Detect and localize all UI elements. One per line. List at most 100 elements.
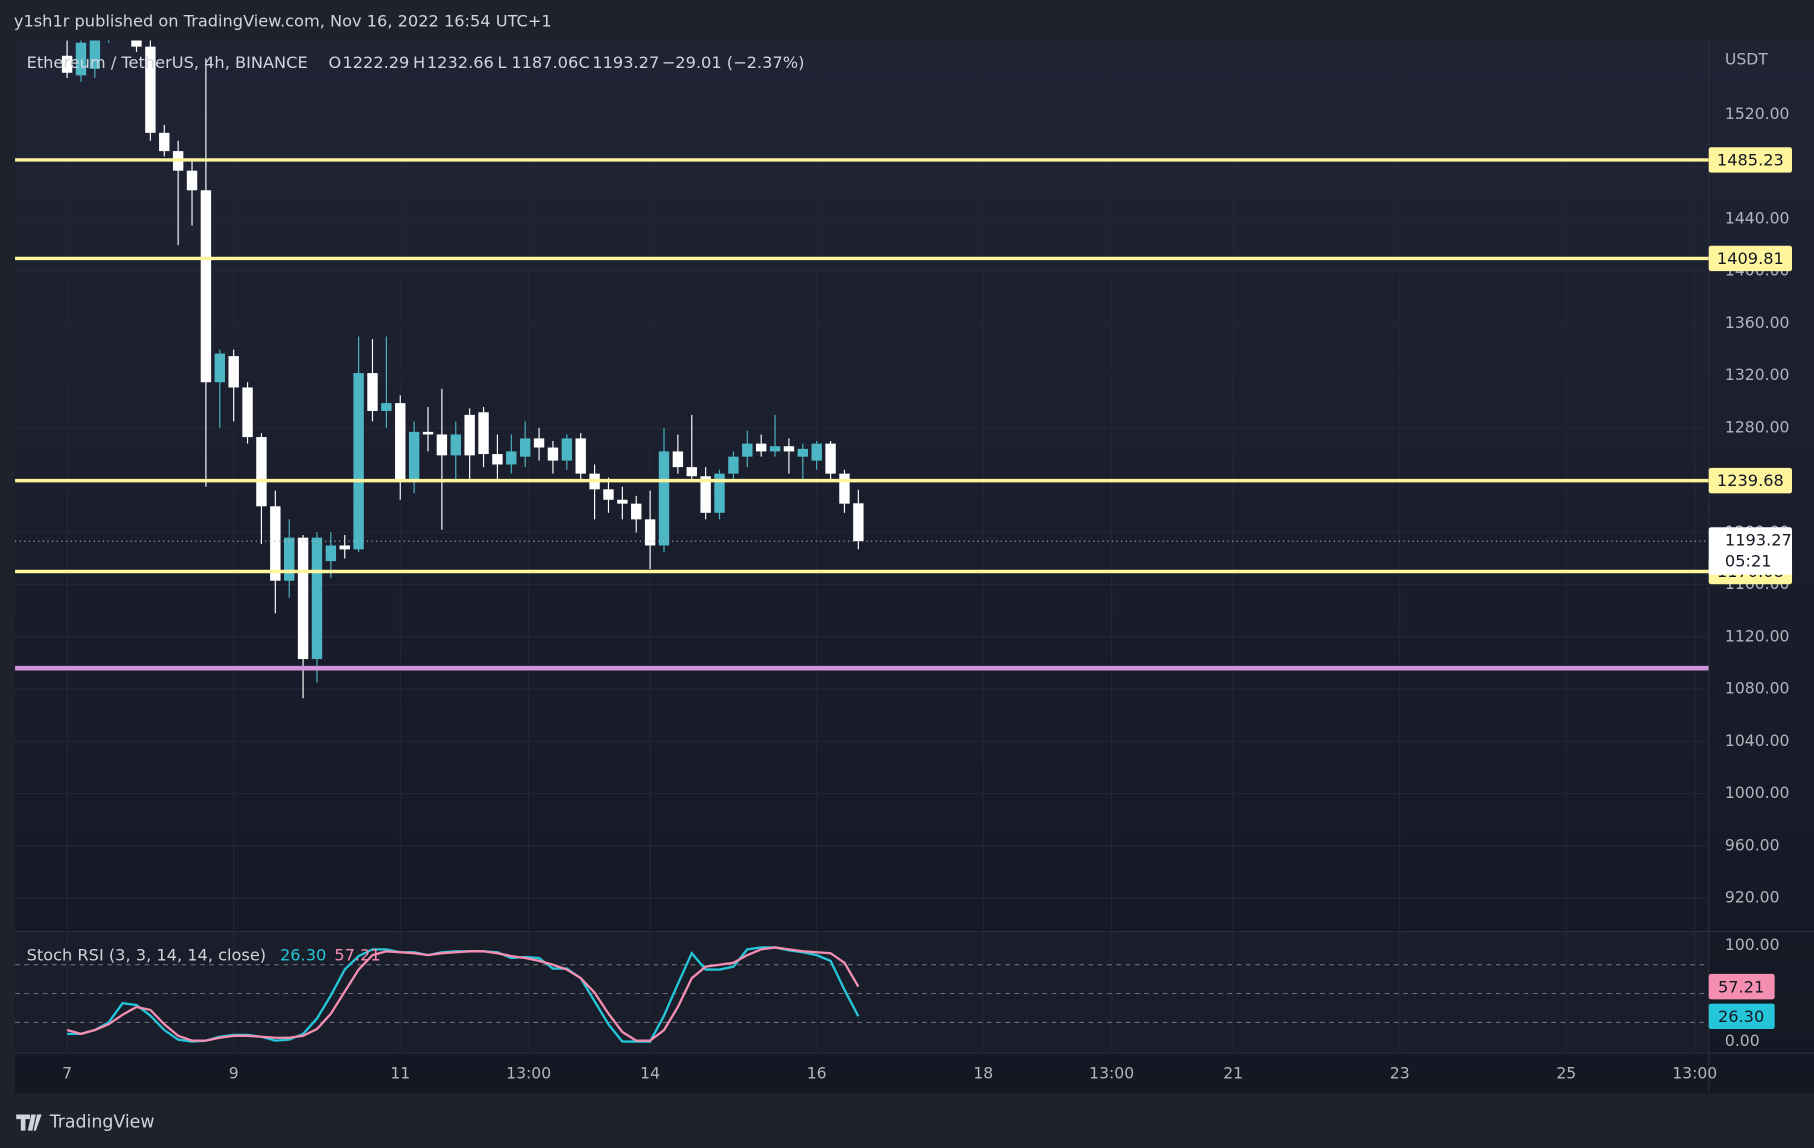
y-unit: USDT: [1725, 51, 1768, 69]
x-tick-label: 14: [640, 1064, 660, 1082]
candle-body: [353, 373, 364, 550]
candle-body: [228, 356, 239, 388]
y-tick-label: 1000.00: [1725, 784, 1790, 802]
x-tick-label: 13:00: [1672, 1064, 1717, 1082]
level-label-box: [1708, 147, 1793, 173]
candle-body: [242, 387, 253, 438]
y-tick-label: 1040.00: [1725, 732, 1790, 750]
ohlc-letter: H: [413, 53, 425, 72]
level-label: 1485.23: [1717, 151, 1784, 170]
countdown: 05:21: [1725, 552, 1772, 571]
candle-body: [89, 40, 101, 69]
candle-body: [825, 443, 836, 474]
candle-body: [533, 438, 545, 448]
x-tick-label: 13:00: [1089, 1064, 1134, 1082]
level-label-box: [1708, 467, 1793, 494]
x-tick-label: 13:00: [506, 1064, 551, 1082]
publisher: y1sh1r published on TradingView.com, Nov…: [14, 11, 552, 30]
y-tick-label: 960.00: [1725, 836, 1780, 854]
candle-body: [408, 431, 420, 481]
candle-body: [478, 412, 489, 455]
indicator-title: Stoch RSI (3, 3, 14, 14, close): [27, 945, 267, 964]
candle-body: [339, 545, 350, 550]
level-label: 1239.68: [1717, 471, 1784, 490]
price-label-box: [1708, 527, 1793, 575]
candle-body: [311, 537, 323, 660]
candle-body: [325, 545, 337, 562]
y-tick-label: 1120.00: [1725, 627, 1790, 645]
y-tick-label: 1360.00: [1725, 314, 1790, 332]
level-label-box: [1708, 245, 1793, 272]
y-tick-label: 1320.00: [1725, 366, 1790, 384]
candle-body: [436, 434, 448, 456]
indicator-line: [66, 946, 860, 1042]
indicator-background: [15, 931, 1709, 1054]
ohlc-value: 1187.06: [511, 53, 578, 72]
candle-body: [686, 467, 697, 477]
candle-body: [214, 353, 225, 383]
indicator-label-box: [1708, 973, 1775, 1000]
ohlc-value: 1193.27: [592, 53, 659, 72]
x-tick-label: 18: [973, 1064, 993, 1082]
candle-body: [186, 170, 198, 191]
candle-body: [561, 438, 573, 461]
candle-body: [631, 503, 642, 520]
candle-body: [367, 373, 378, 411]
candle-body: [422, 431, 434, 435]
indicator-value: 57.21: [334, 945, 380, 964]
candle-body: [519, 438, 531, 457]
candle-body: [159, 132, 170, 152]
candle-body: [492, 454, 503, 465]
candle-body: [270, 506, 281, 581]
x-tick-label: 11: [390, 1064, 410, 1082]
indicator-label: 57.21: [1718, 977, 1764, 996]
candle-body: [839, 473, 850, 504]
indicator-label-box: [1708, 1003, 1775, 1030]
y-tick-label: 1080.00: [1725, 680, 1790, 698]
ohlc-letter: O: [329, 53, 342, 72]
candle-body: [644, 519, 656, 546]
candle-body: [755, 443, 767, 452]
candle-body: [395, 403, 406, 481]
level-label: 1409.81: [1717, 249, 1784, 268]
candle-body: [464, 414, 475, 456]
logo: [16, 1114, 42, 1131]
indicator-tick-label: 0.00: [1725, 1032, 1760, 1050]
candle-body: [547, 447, 559, 461]
indicator-tick-label: 100.00: [1725, 936, 1780, 954]
y-tick-label: 1280.00: [1725, 418, 1790, 436]
indicator-label: 26.30: [1718, 1007, 1764, 1026]
y-tick-label: 1440.00: [1725, 210, 1790, 228]
candle-body: [61, 55, 73, 73]
x-tick-label: 25: [1556, 1064, 1576, 1082]
x-tick-label: 16: [807, 1064, 827, 1082]
x-tick-label: 9: [229, 1064, 239, 1082]
candle-body: [200, 190, 212, 383]
candle-body: [603, 489, 614, 500]
candle-body: [575, 438, 586, 474]
symbol: Ethereum / TetherUS, 4h, BINANCE: [27, 53, 308, 72]
y-tick-label: 920.00: [1725, 889, 1780, 907]
ohlc-value: 1232.66: [427, 53, 494, 72]
candle-body: [658, 451, 670, 546]
price-label: 1193.27: [1725, 531, 1792, 550]
indicator-value: 26.30: [280, 945, 326, 964]
candle-body: [769, 446, 781, 452]
x-tick-label: 21: [1223, 1064, 1243, 1082]
candle-body: [728, 456, 739, 474]
candle-body: [75, 42, 87, 76]
candle-body: [506, 451, 517, 465]
candle-body: [783, 446, 795, 452]
candle-body: [256, 437, 267, 507]
candle-body: [617, 499, 628, 504]
candle-body: [381, 403, 392, 411]
candle-body: [297, 537, 309, 660]
candle-body: [145, 46, 156, 133]
ohlc-value: 1222.29: [342, 53, 409, 72]
change: −29.01 (−2.37%): [662, 53, 805, 72]
y-tick-label: 1520.00: [1725, 105, 1790, 123]
ohlc-letter: C: [578, 53, 589, 72]
candle-body: [714, 473, 725, 513]
ohlc-letter: L: [497, 53, 506, 72]
